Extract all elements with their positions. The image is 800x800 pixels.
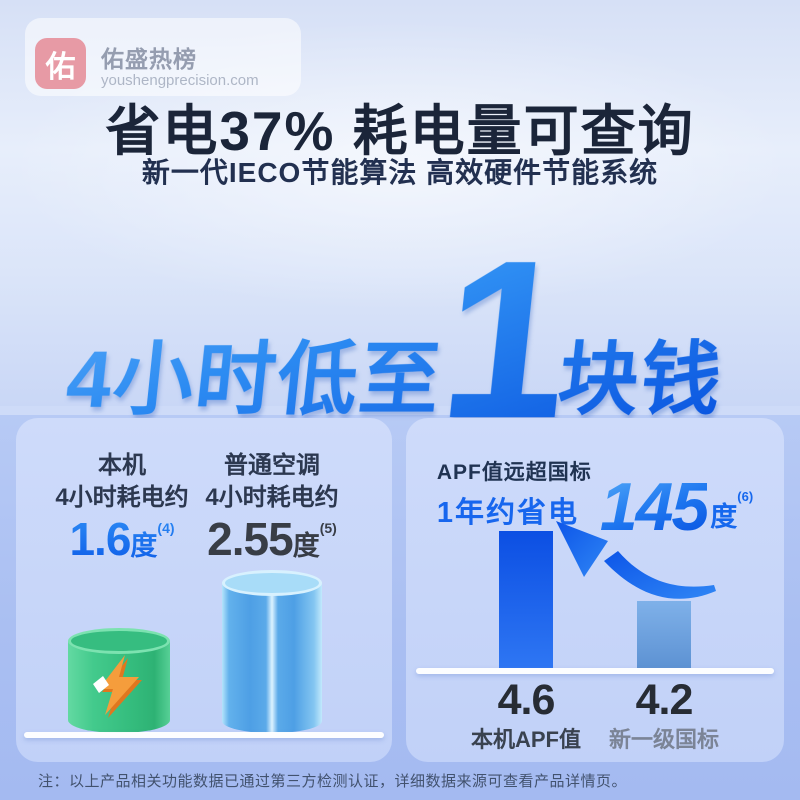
brand-card: 佑 佑盛热榜 youshengprecision.com	[25, 18, 301, 96]
hero-slogan: 4小时低至 1 块钱	[0, 244, 800, 420]
apf-headline: APF值远超国标 1年约省电 145 度 (6)	[406, 456, 784, 545]
bar-label-national-standard: 新一级国标	[608, 727, 719, 752]
column-name: 普通空调	[224, 452, 320, 479]
bar-this-unit-apf	[499, 531, 553, 668]
bar-national-standard-apf	[637, 601, 691, 668]
value-unit: 度	[292, 531, 320, 561]
apf-big-unit: 度	[710, 502, 738, 532]
apf-headline-top: APF值远超国标	[436, 461, 592, 484]
hero-prefix: 4小时低至	[62, 335, 447, 424]
page-title: 省电37% 耗电量可查询	[105, 100, 695, 162]
brand-watermark: youshengprecision.com	[101, 72, 259, 89]
value-unit: 度	[130, 531, 158, 561]
apf-headline-bottom: 1年约省电	[436, 497, 579, 529]
apf-big-value-group: 145 度 (6)	[599, 468, 754, 545]
panel-consumption-compare: 本机 4小时耗电约 普通空调 4小时耗电约 1.6度(4) 2.55度(5)	[16, 418, 392, 762]
lightning-icon	[93, 655, 142, 718]
brand-logo-icon: 佑	[35, 38, 86, 89]
column-header-this-unit: 本机 4小时耗电约	[32, 450, 212, 514]
column-name: 本机	[98, 452, 146, 479]
page-subtitle: 新一代IECO节能算法 高效硬件节能系统	[141, 157, 659, 188]
cylinder-top	[222, 570, 322, 596]
value-footnote-mark: (4)	[157, 520, 175, 536]
value-normal-ac: 2.55度(5)	[182, 512, 362, 566]
shelf-line	[416, 668, 774, 674]
growth-arrow-icon	[556, 521, 716, 599]
brand-logo-char: 佑	[45, 50, 76, 84]
value-footnote-mark: (5)	[319, 520, 337, 536]
apf-headline-left: APF值远超国标 1年约省电	[437, 456, 592, 531]
blue-cylinder-normal-ac	[222, 570, 322, 734]
column-header-normal-ac: 普通空调 4小时耗电约	[182, 450, 362, 514]
bar-value-this-unit: 4.6	[497, 676, 556, 724]
brand-name: 佑盛热榜	[101, 46, 197, 72]
panel-apf-compare: APF值远超国标 1年约省电 145 度 (6) 4.6 本机APF值	[406, 418, 784, 762]
hero-suffix: 块钱	[554, 335, 728, 424]
apf-big-value: 145	[599, 468, 709, 545]
background-divider	[0, 406, 800, 415]
cylinder-top	[68, 628, 170, 654]
bar-label-this-unit: 本机APF值	[470, 727, 581, 752]
column-desc: 4小时耗电约	[55, 484, 189, 511]
green-cylinder-this-unit	[68, 628, 170, 734]
value-number: 2.55	[207, 513, 294, 565]
column-desc: 4小时耗电约	[205, 484, 339, 511]
disclaimer-note: 注：以上产品相关功能数据已通过第三方检测认证，详细数据来源可查看产品详情页。	[38, 773, 628, 790]
bar-value-national-standard: 4.2	[635, 676, 694, 724]
apf-footnote-mark: (6)	[737, 489, 754, 504]
value-number: 1.6	[69, 513, 131, 565]
shelf-line	[24, 732, 384, 738]
cylinder-body	[222, 583, 322, 733]
